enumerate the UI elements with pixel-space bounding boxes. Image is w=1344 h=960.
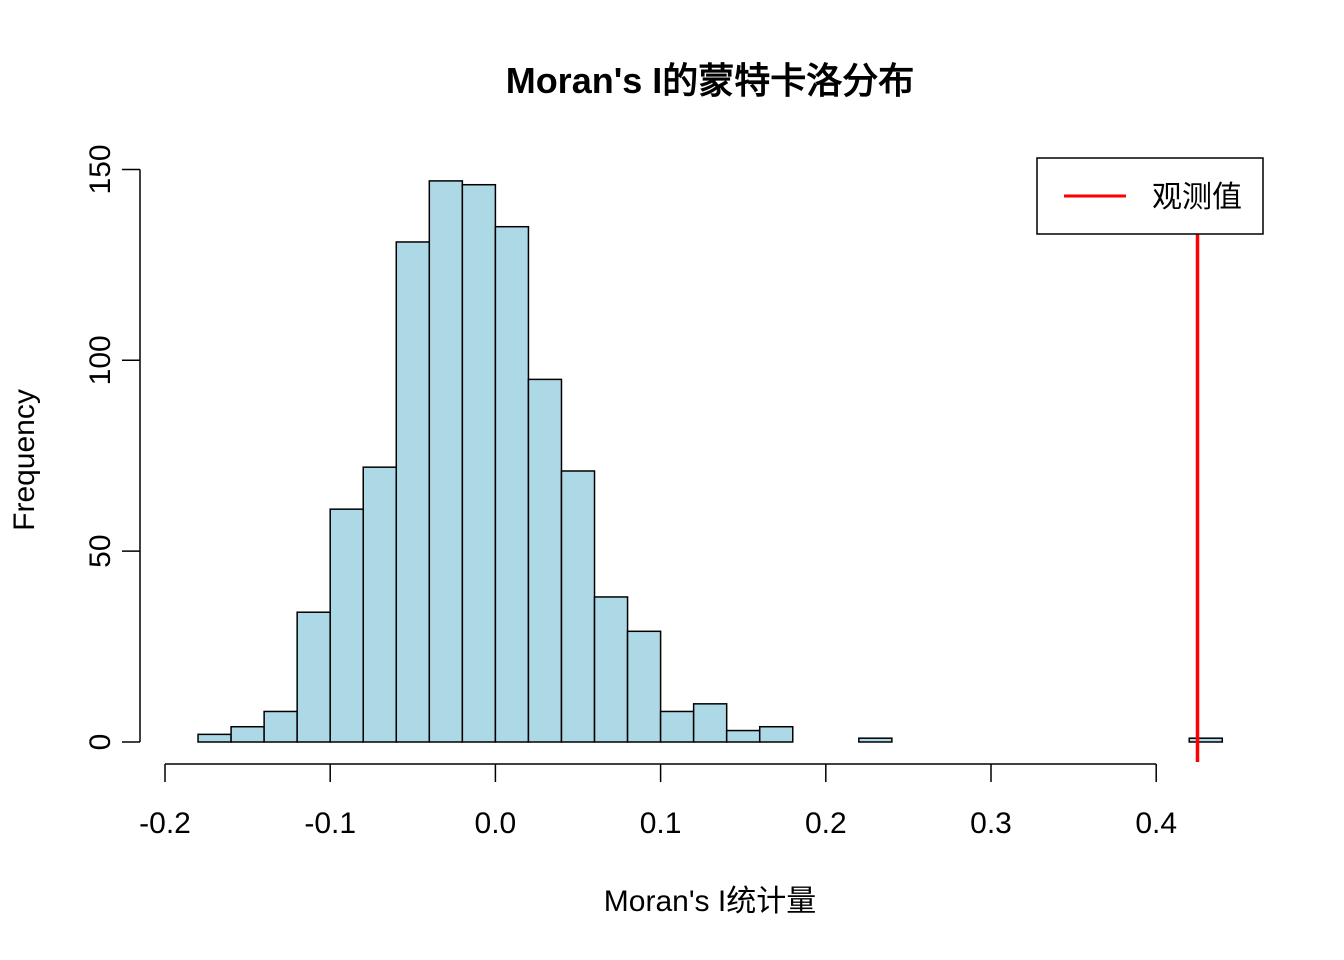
histogram-bar-5 bbox=[362, 466, 398, 743]
histogram-bar-14 bbox=[659, 710, 695, 743]
y-tick-label-0: 0 bbox=[84, 734, 117, 751]
legend: 观测值 bbox=[1036, 157, 1264, 235]
histogram-bar-3 bbox=[296, 611, 331, 743]
histogram-bar-13 bbox=[626, 630, 662, 743]
histogram-bar-0 bbox=[197, 733, 232, 743]
x-tick-label-6: 0.4 bbox=[1135, 807, 1177, 840]
histogram-bar-20 bbox=[858, 737, 893, 743]
y-tick-label-1: 50 bbox=[84, 534, 117, 567]
x-tick-label-1: -0.1 bbox=[304, 807, 356, 840]
x-tick-label-5: 0.3 bbox=[970, 807, 1012, 840]
histogram-bar-4 bbox=[329, 508, 364, 743]
histogram-bar-17 bbox=[758, 725, 794, 743]
y-tick-label-3: 150 bbox=[84, 144, 117, 194]
y-axis: 0 50 100 150 bbox=[84, 144, 141, 751]
x-tick-label-2: 0.0 bbox=[475, 807, 517, 840]
histogram-bar-1 bbox=[230, 725, 265, 743]
legend-label-observed: 观测值 bbox=[1152, 181, 1242, 214]
histogram-bar-15 bbox=[692, 703, 728, 743]
histogram-bar-30 bbox=[1188, 737, 1224, 743]
x-tick-label-3: 0.1 bbox=[640, 807, 682, 840]
histogram-bar-9 bbox=[494, 225, 530, 743]
histogram-bar-7 bbox=[428, 180, 464, 743]
histogram-bar-11 bbox=[560, 470, 596, 743]
histogram-bar-12 bbox=[593, 596, 629, 743]
histogram-bars bbox=[197, 180, 1224, 743]
histogram-bar-8 bbox=[461, 183, 497, 743]
histogram-bar-2 bbox=[263, 710, 298, 743]
x-tick-label-0: -0.2 bbox=[139, 807, 191, 840]
chart-title: Moran's I的蒙特卡洛分布 bbox=[506, 60, 915, 101]
histogram-bar-16 bbox=[725, 729, 761, 743]
y-axis-label: Frequency bbox=[8, 389, 41, 531]
histogram-bar-6 bbox=[395, 241, 431, 743]
x-axis: -0.2 -0.1 0.0 0.1 0.2 0.3 0.4 bbox=[139, 763, 1177, 840]
x-tick-label-4: 0.2 bbox=[805, 807, 847, 840]
y-tick-label-2: 100 bbox=[84, 335, 117, 385]
histogram-bar-10 bbox=[527, 378, 563, 743]
x-axis-label: Moran's I统计量 bbox=[604, 885, 816, 918]
